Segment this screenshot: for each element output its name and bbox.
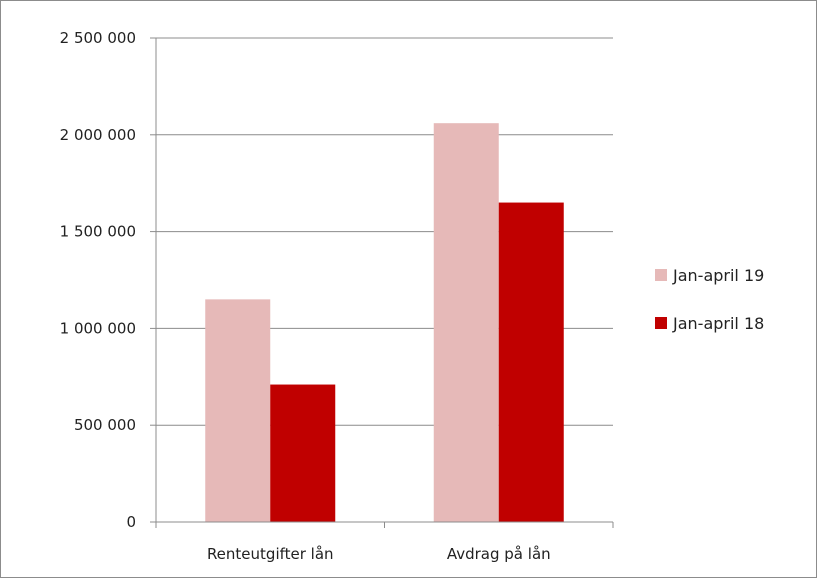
legend: Jan-april 19 Jan-april 18 xyxy=(655,266,764,333)
legend-label: Jan-april 18 xyxy=(672,314,764,333)
x-category-labels: Renteutgifter lån Avdrag på lån xyxy=(207,545,551,563)
y-tick-label: 1 000 000 xyxy=(60,319,136,337)
y-tick-label: 2 000 000 xyxy=(60,126,136,144)
y-tick-label: 0 xyxy=(126,513,136,531)
legend-swatch xyxy=(655,269,667,281)
y-tick-label: 2 500 000 xyxy=(60,29,136,47)
bar xyxy=(270,384,336,522)
x-category-label: Avdrag på lån xyxy=(447,545,551,563)
y-tick-label: 1 500 000 xyxy=(60,223,136,241)
bar xyxy=(433,123,499,523)
y-tick-labels: 0 500 000 1 000 000 1 500 000 2 000 000 2 500… xyxy=(60,29,136,531)
x-category-label: Renteutgifter lån xyxy=(207,545,334,563)
bar xyxy=(498,202,564,522)
legend-swatch xyxy=(655,317,667,329)
bars xyxy=(205,123,564,523)
axes xyxy=(150,37,614,528)
y-tick-label: 500 000 xyxy=(74,416,136,434)
legend-label: Jan-april 19 xyxy=(672,266,764,285)
bar xyxy=(205,299,271,522)
